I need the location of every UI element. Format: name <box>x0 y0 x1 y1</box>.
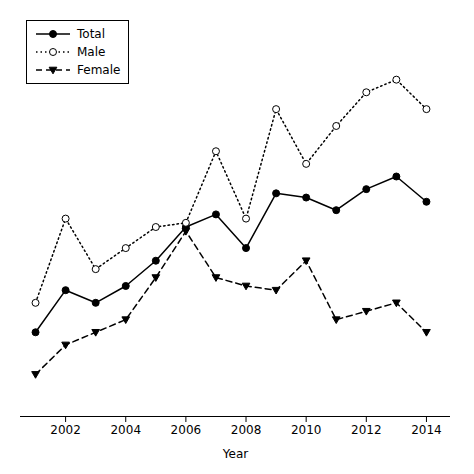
svg-text:2010: 2010 <box>291 423 322 437</box>
svg-text:2002: 2002 <box>50 423 81 437</box>
svg-text:2014: 2014 <box>411 423 442 437</box>
html-text:Female: Female <box>77 63 121 77</box>
svg-text:2008: 2008 <box>231 423 262 437</box>
svg-text:2004: 2004 <box>110 423 141 437</box>
html-text:Male: Male <box>77 45 106 59</box>
svg-text:2006: 2006 <box>171 423 202 437</box>
svg-text:Year: Year <box>222 447 248 461</box>
html-text:Total: Total <box>77 27 105 41</box>
svg-text:2012: 2012 <box>351 423 382 437</box>
